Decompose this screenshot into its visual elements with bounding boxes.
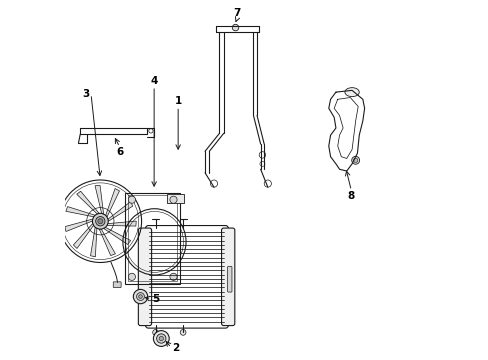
- Polygon shape: [77, 191, 99, 214]
- Text: 3: 3: [82, 89, 89, 99]
- Text: 4: 4: [150, 76, 158, 86]
- FancyBboxPatch shape: [221, 228, 234, 325]
- Text: 2: 2: [172, 343, 179, 353]
- Circle shape: [169, 196, 177, 203]
- Circle shape: [128, 273, 135, 280]
- Text: 1: 1: [174, 96, 182, 106]
- Polygon shape: [95, 185, 103, 214]
- Circle shape: [139, 295, 142, 298]
- Bar: [128, 195, 177, 281]
- Bar: [125, 193, 180, 284]
- Polygon shape: [99, 229, 115, 256]
- Circle shape: [98, 219, 102, 224]
- Circle shape: [156, 334, 165, 343]
- Circle shape: [351, 156, 359, 164]
- FancyBboxPatch shape: [138, 228, 151, 325]
- Circle shape: [153, 330, 169, 346]
- Circle shape: [169, 273, 177, 280]
- Circle shape: [353, 158, 357, 162]
- Circle shape: [96, 217, 105, 226]
- Polygon shape: [107, 221, 136, 226]
- Polygon shape: [90, 227, 97, 257]
- Polygon shape: [66, 207, 95, 217]
- Text: 6: 6: [116, 147, 123, 157]
- Polygon shape: [108, 202, 133, 221]
- Circle shape: [232, 24, 238, 31]
- Polygon shape: [65, 219, 93, 231]
- Polygon shape: [105, 189, 119, 217]
- FancyBboxPatch shape: [227, 266, 231, 292]
- Circle shape: [136, 293, 144, 301]
- Text: 5: 5: [152, 294, 159, 304]
- Bar: [167, 194, 183, 203]
- Circle shape: [92, 213, 108, 229]
- Text: 8: 8: [347, 191, 354, 201]
- Polygon shape: [103, 227, 130, 244]
- Ellipse shape: [344, 87, 359, 96]
- Text: 7: 7: [233, 8, 241, 18]
- Circle shape: [180, 329, 185, 335]
- Circle shape: [159, 336, 163, 341]
- Circle shape: [128, 196, 135, 203]
- Circle shape: [152, 329, 158, 335]
- FancyBboxPatch shape: [113, 282, 121, 288]
- Circle shape: [133, 289, 147, 304]
- Polygon shape: [73, 224, 93, 248]
